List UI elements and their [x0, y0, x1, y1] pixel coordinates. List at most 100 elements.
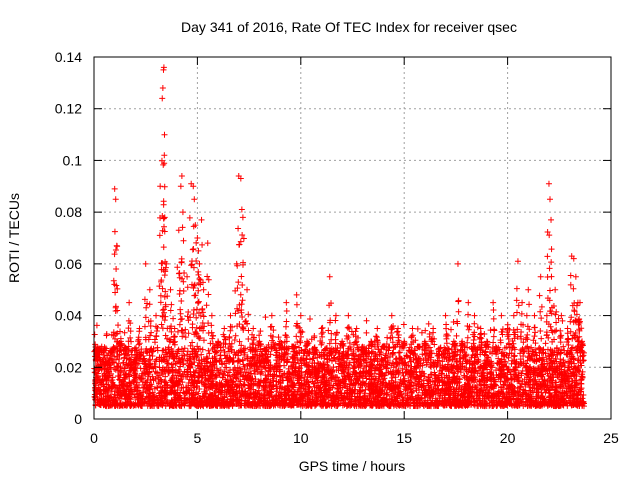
data-point — [91, 331, 98, 338]
data-point — [497, 366, 504, 373]
points-layer — [91, 64, 588, 410]
data-point — [419, 351, 426, 358]
data-point — [198, 360, 205, 367]
data-point — [324, 356, 331, 363]
data-point — [391, 344, 398, 351]
data-point — [242, 345, 249, 352]
data-point — [164, 353, 171, 360]
data-point — [402, 386, 409, 393]
data-point — [474, 324, 481, 331]
data-point — [558, 346, 565, 353]
chart-title: Day 341 of 2016, Rate Of TEC Index for r… — [181, 19, 517, 35]
data-point — [141, 399, 148, 406]
data-point — [405, 377, 412, 384]
data-point — [420, 370, 427, 377]
data-point — [158, 377, 165, 384]
data-point — [153, 328, 160, 335]
data-point — [225, 369, 232, 376]
data-point — [257, 370, 264, 377]
data-point — [270, 377, 277, 384]
data-point — [577, 359, 584, 366]
data-point — [363, 329, 370, 336]
data-point — [488, 368, 495, 375]
data-point — [235, 357, 242, 364]
data-point — [241, 351, 248, 358]
data-point — [121, 329, 128, 336]
data-point — [306, 316, 313, 323]
data-point — [170, 315, 177, 322]
data-point — [120, 388, 127, 395]
data-point — [522, 344, 529, 351]
data-point — [252, 376, 259, 383]
data-point — [517, 350, 524, 357]
data-point — [505, 365, 512, 372]
data-point — [325, 327, 332, 334]
data-point — [163, 349, 170, 356]
data-point — [511, 352, 518, 359]
data-point — [555, 315, 562, 322]
data-point — [579, 353, 586, 360]
data-point — [238, 342, 245, 349]
data-point — [346, 359, 353, 366]
data-point — [395, 349, 402, 356]
data-point — [223, 364, 230, 371]
data-point — [436, 379, 443, 386]
data-point — [166, 350, 173, 357]
data-point — [400, 321, 407, 328]
data-point — [416, 386, 423, 393]
data-point — [414, 325, 421, 332]
data-point — [450, 319, 457, 326]
data-point — [495, 355, 502, 362]
data-point — [338, 370, 345, 377]
data-point — [194, 362, 201, 369]
data-point — [383, 350, 390, 357]
data-point — [561, 347, 568, 354]
data-point — [181, 368, 188, 375]
data-point — [390, 349, 397, 356]
data-point — [569, 344, 576, 351]
data-point — [245, 369, 252, 376]
data-point — [574, 357, 581, 364]
data-point — [580, 392, 587, 399]
data-point — [149, 389, 156, 396]
data-point — [363, 317, 370, 324]
data-point — [154, 344, 161, 351]
data-point — [255, 387, 262, 394]
data-point — [121, 365, 128, 372]
data-point — [93, 322, 100, 329]
data-point — [256, 332, 263, 339]
data-point — [156, 364, 163, 371]
data-point — [232, 374, 239, 381]
data-point — [541, 377, 548, 384]
data-point — [262, 314, 269, 321]
data-point — [281, 362, 288, 369]
data-point — [529, 357, 536, 363]
data-point — [389, 374, 396, 381]
data-point — [563, 351, 570, 358]
data-point — [198, 351, 205, 358]
data-point — [484, 354, 491, 361]
data-point — [109, 376, 116, 383]
data-point — [182, 326, 189, 333]
data-point — [486, 369, 493, 376]
data-point — [296, 344, 303, 351]
data-point — [507, 369, 514, 376]
data-point — [425, 320, 432, 327]
data-point — [206, 350, 213, 357]
data-point — [550, 351, 557, 358]
data-point — [426, 344, 433, 351]
data-point — [422, 327, 429, 334]
data-point — [149, 353, 156, 360]
data-point — [227, 343, 234, 350]
data-point — [217, 366, 224, 373]
data-point — [508, 350, 515, 357]
data-point — [179, 333, 186, 340]
data-point — [384, 334, 391, 341]
data-point — [416, 368, 423, 375]
data-point — [189, 339, 196, 346]
data-point — [485, 354, 492, 361]
data-point — [448, 326, 455, 333]
data-point — [275, 334, 282, 341]
